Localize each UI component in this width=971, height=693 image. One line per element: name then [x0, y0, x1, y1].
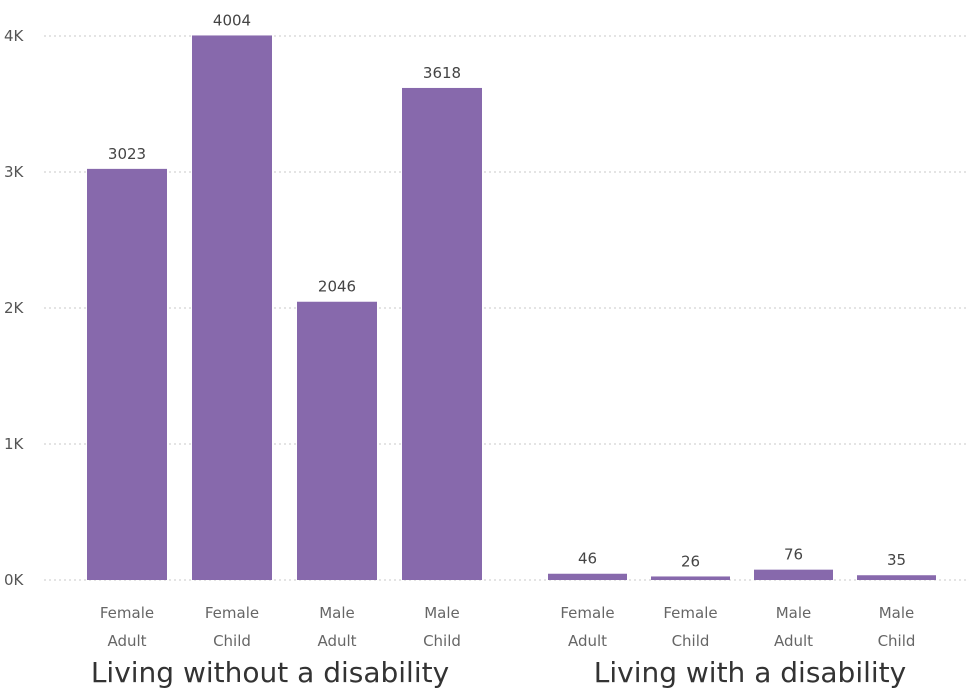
- data-label: 76: [784, 546, 803, 564]
- category-label-line1: Male: [776, 604, 812, 622]
- data-label: 4004: [213, 11, 251, 29]
- bar: [754, 569, 833, 580]
- bar: [651, 576, 730, 580]
- y-tick-label: 3K: [4, 163, 25, 181]
- category-label-line2: Child: [213, 632, 251, 650]
- category-label-line1: Female: [663, 604, 717, 622]
- category-label-line2: Adult: [317, 632, 356, 650]
- y-axis-ticks: 0K 1K 2K 3K 4K: [4, 27, 25, 589]
- bars: [87, 35, 936, 581]
- data-label: 2046: [318, 278, 356, 296]
- group-labels: Living without a disability Living with a…: [91, 656, 906, 689]
- bar: [297, 301, 377, 580]
- y-tick-label: 4K: [4, 27, 25, 45]
- bar: [548, 573, 627, 580]
- category-label-line1: Male: [879, 604, 915, 622]
- category-label-line1: Female: [205, 604, 259, 622]
- category-label-line2: Child: [878, 632, 916, 650]
- category-label-line1: Female: [560, 604, 614, 622]
- y-tick-label: 1K: [4, 435, 25, 453]
- category-label-line2: Adult: [774, 632, 813, 650]
- data-label: 46: [578, 550, 597, 568]
- data-label: 26: [681, 552, 700, 570]
- category-label-line2: Adult: [568, 632, 607, 650]
- y-tick-label: 0K: [4, 571, 25, 589]
- group-label: Living with a disability: [594, 656, 906, 689]
- bar: [87, 168, 167, 580]
- category-label-line1: Female: [100, 604, 154, 622]
- data-labels: 3023 4004 2046 3618 46 26 76 35: [108, 11, 906, 570]
- data-label: 3023: [108, 145, 146, 163]
- group-label: Living without a disability: [91, 656, 449, 689]
- data-label: 35: [887, 551, 906, 569]
- bar: [857, 575, 936, 580]
- y-tick-label: 2K: [4, 299, 25, 317]
- gridlines: [44, 35, 966, 581]
- category-labels: Female Adult Female Child Male Adult Male Child…: [100, 604, 916, 650]
- bar: [192, 35, 272, 581]
- category-label-line1: Male: [424, 604, 460, 622]
- category-label-line1: Male: [319, 604, 355, 622]
- category-label-line2: Adult: [107, 632, 146, 650]
- bar: [402, 87, 482, 581]
- data-label: 3618: [423, 64, 461, 82]
- category-label-line2: Child: [423, 632, 461, 650]
- category-label-line2: Child: [672, 632, 710, 650]
